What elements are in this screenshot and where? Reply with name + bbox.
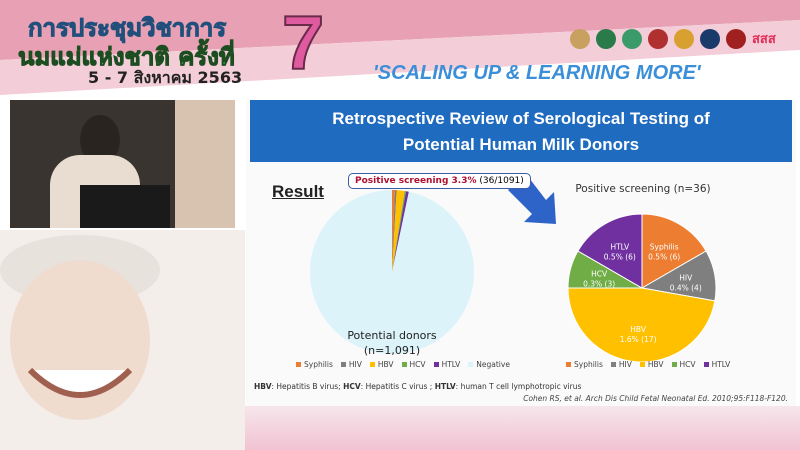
callout-count: (36/1091) bbox=[479, 176, 524, 186]
pie-slice-syphilis bbox=[392, 190, 395, 272]
donors-legend: Syphilis HIV HBV HCV HTLV Negative bbox=[296, 360, 510, 369]
legend-swatch bbox=[610, 362, 616, 367]
conference-title-line2: นมแม่แห่งชาติ ครั้งที่ bbox=[18, 43, 236, 72]
logo-icon bbox=[570, 28, 590, 49]
slide-title-line2: Potential Human Milk Donors bbox=[402, 135, 640, 154]
presentation-slide: Retrospective Review of Serological Test… bbox=[246, 100, 796, 406]
pie-slice-negative bbox=[310, 190, 474, 354]
legend-entry: HTLV bbox=[703, 360, 730, 369]
callout-percent: Positive screening 3.3% bbox=[355, 176, 477, 186]
legend-swatch bbox=[468, 362, 474, 367]
video-background bbox=[175, 100, 235, 228]
legend-swatch bbox=[639, 362, 645, 367]
pie-slice-hbv bbox=[392, 190, 405, 272]
logo-icon bbox=[726, 28, 746, 49]
sponsor-text-logo: สสส bbox=[752, 32, 776, 47]
pie-data-label: Syphilis bbox=[650, 243, 679, 252]
legend-entry: HIV bbox=[340, 360, 362, 369]
legend-swatch bbox=[671, 362, 677, 367]
pie-slice-hcv bbox=[392, 190, 407, 272]
citation: Cohen RS, et al. Arch Dis Child Fetal Ne… bbox=[523, 394, 788, 403]
pie-data-label: HBV bbox=[630, 325, 647, 334]
legend-entry: HCV bbox=[671, 360, 696, 369]
legend-entry: HIV bbox=[610, 360, 632, 369]
child-photo-decoration bbox=[0, 230, 245, 450]
bottom-banner bbox=[245, 406, 800, 450]
legend-entry: HBV bbox=[369, 360, 394, 369]
legend-entry: HTLV bbox=[433, 360, 460, 369]
pie-data-label: HTLV bbox=[610, 243, 630, 252]
speaker-video bbox=[10, 100, 235, 228]
podium bbox=[80, 185, 170, 228]
pie-data-label: HCV bbox=[591, 270, 608, 279]
legend-swatch bbox=[340, 362, 346, 367]
slide-title-line1: Retrospective Review of Serological Test… bbox=[332, 109, 710, 128]
pie-data-label: 0.4% (4) bbox=[670, 283, 702, 292]
pie1-center-label-2: (n=1,091) bbox=[364, 344, 420, 357]
legend-entry: HCV bbox=[401, 360, 426, 369]
logo-icon bbox=[674, 28, 694, 49]
legend-swatch bbox=[433, 362, 439, 367]
sponsor-logos: สสส bbox=[570, 28, 776, 49]
donors-pie-chart bbox=[310, 190, 474, 354]
conference-title-line1: การประชุมวิชาการ bbox=[27, 14, 227, 43]
legend-entry: Syphilis bbox=[566, 360, 603, 369]
logo-icon bbox=[700, 28, 720, 49]
pie-slice-htlv bbox=[392, 191, 409, 272]
pie-data-label: 0.3% (3) bbox=[583, 280, 615, 289]
slide-title: Retrospective Review of Serological Test… bbox=[250, 100, 792, 162]
slogan: 'SCALING UP & LEARNING MORE' bbox=[373, 62, 701, 84]
pie-slice-hiv bbox=[392, 190, 397, 272]
conference-date: 5 - 7 สิงหาคม 2563 bbox=[88, 68, 243, 87]
legend-swatch bbox=[566, 362, 571, 367]
pie-slice-hbv bbox=[567, 287, 716, 363]
pie2-title: Positive screening (n=36) bbox=[575, 183, 710, 195]
logo-icon bbox=[596, 28, 616, 49]
pie-data-label: 0.5% (6) bbox=[648, 253, 680, 262]
logo-icon bbox=[622, 28, 642, 49]
pie1-center-label-1: Potential donors bbox=[347, 329, 437, 342]
legend-swatch bbox=[296, 362, 301, 367]
legend-swatch bbox=[703, 362, 709, 367]
pie-slice-htlv bbox=[577, 213, 643, 289]
legend-entry: Syphilis bbox=[296, 360, 333, 369]
legend-swatch bbox=[401, 362, 407, 367]
pie-data-label: 1.6% (17) bbox=[620, 335, 657, 344]
pie-slice-syphilis bbox=[641, 213, 707, 289]
pie-data-label: 0.5% (6) bbox=[604, 253, 636, 262]
legend-entry: Negative bbox=[468, 360, 510, 369]
legend-swatch bbox=[369, 362, 375, 367]
legend-entry: HBV bbox=[639, 360, 664, 369]
edition-number: 7 bbox=[281, 0, 325, 87]
logo-icon bbox=[648, 28, 668, 49]
result-heading: Result bbox=[272, 182, 324, 201]
abbreviation-footnote: HBV: Hepatitis B virus; HCV: Hepatitis C… bbox=[254, 382, 582, 391]
positive-legend: Syphilis HIV HBV HCV HTLV bbox=[566, 360, 730, 369]
pie-data-label: HIV bbox=[679, 273, 693, 282]
positive-screening-callout: Positive screening 3.3% (36/1091) bbox=[348, 173, 531, 189]
